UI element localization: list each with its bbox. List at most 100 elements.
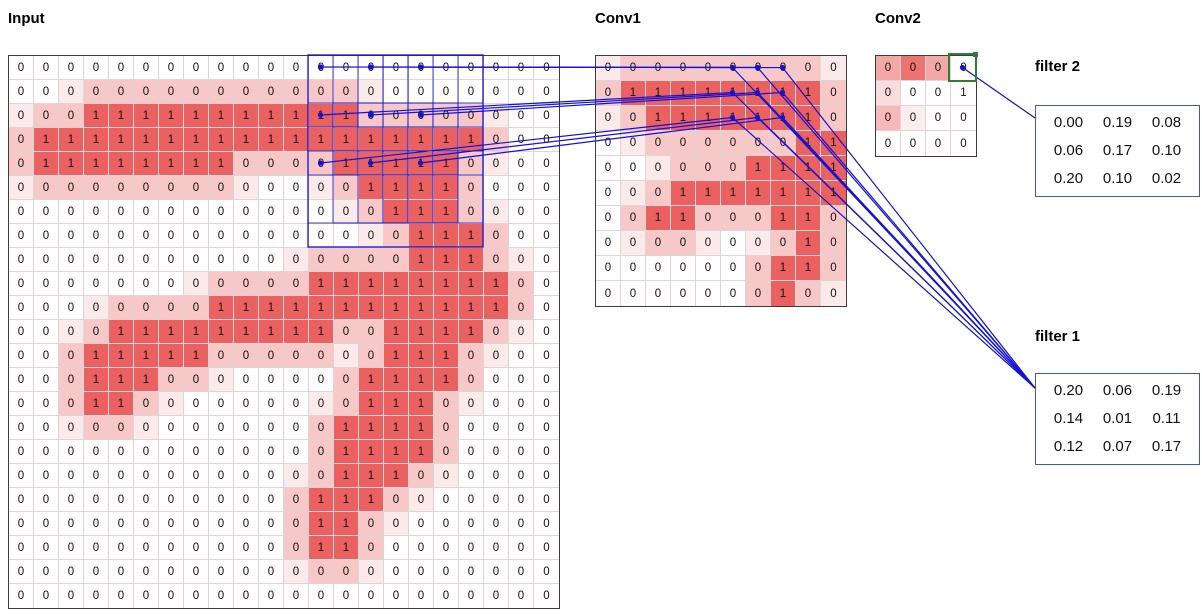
conv1-cell: 1 — [771, 206, 796, 231]
input-cell: 0 — [284, 368, 309, 392]
filter1-matrix: 0.20 0.06 0.19 0.14 0.01 0.11 0.12 0.07 … — [1035, 373, 1200, 465]
input-cell: 0 — [409, 488, 434, 512]
input-cell: 0 — [184, 488, 209, 512]
input-cell: 0 — [184, 248, 209, 272]
input-cell: 1 — [284, 296, 309, 320]
input-cell: 0 — [434, 584, 459, 608]
input-cell: 1 — [109, 320, 134, 344]
input-cell: 0 — [534, 344, 559, 368]
input-cell: 0 — [234, 464, 259, 488]
input-cell: 0 — [284, 248, 309, 272]
input-cell: 1 — [384, 152, 409, 176]
conv1-cell: 0 — [596, 206, 621, 231]
input-cell: 0 — [259, 224, 284, 248]
input-cell: 0 — [534, 320, 559, 344]
conv1-cell: 0 — [821, 106, 846, 131]
input-cell: 0 — [534, 272, 559, 296]
conv2-cell: 0 — [876, 106, 901, 131]
input-cell: 0 — [9, 104, 34, 128]
input-cell: 1 — [334, 152, 359, 176]
input-cell: 0 — [534, 152, 559, 176]
input-cell: 0 — [459, 176, 484, 200]
input-cell: 0 — [184, 224, 209, 248]
input-cell: 0 — [84, 320, 109, 344]
input-cell: 1 — [459, 272, 484, 296]
input-cell: 0 — [509, 200, 534, 224]
input-cell: 1 — [409, 320, 434, 344]
input-cell: 0 — [59, 248, 84, 272]
input-cell: 0 — [9, 512, 34, 536]
input-cell: 1 — [334, 512, 359, 536]
input-cell: 0 — [359, 56, 384, 80]
conv1-cell: 1 — [821, 131, 846, 156]
conv1-cell: 1 — [621, 81, 646, 106]
input-cell: 0 — [434, 56, 459, 80]
conv1-cell: 0 — [746, 281, 771, 306]
filter2-value: 0.10 — [1151, 142, 1182, 159]
input-cell: 1 — [434, 248, 459, 272]
input-cell: 0 — [234, 584, 259, 608]
input-cell: 1 — [334, 272, 359, 296]
input-cell: 0 — [34, 200, 59, 224]
conv1-cell: 0 — [696, 56, 721, 81]
input-cell: 0 — [159, 224, 184, 248]
input-cell: 1 — [259, 320, 284, 344]
input-cell: 0 — [84, 248, 109, 272]
input-cell: 0 — [359, 104, 384, 128]
input-cell: 1 — [409, 248, 434, 272]
input-cell: 0 — [309, 344, 334, 368]
input-cell: 0 — [543, 590, 550, 602]
filter2-value: 0.06 — [1053, 142, 1084, 159]
input-cell: 0 — [9, 176, 34, 200]
conv1-cell: 0 — [646, 156, 671, 181]
input-cell: 0 — [309, 152, 334, 176]
input-cell: 1 — [409, 296, 434, 320]
input-cell: 0 — [84, 416, 109, 440]
input-cell: 0 — [34, 344, 59, 368]
input-cell: 0 — [434, 464, 459, 488]
input-cell: 0 — [434, 392, 459, 416]
input-cell: 0 — [309, 584, 334, 608]
conv1-cell: 0 — [746, 231, 771, 256]
input-cell: 1 — [434, 368, 459, 392]
conv2-cell: 0 — [960, 137, 967, 150]
input-cell: 0 — [209, 344, 234, 368]
input-cell: 0 — [109, 464, 134, 488]
input-cell: 0 — [534, 104, 559, 128]
input-cell: 0 — [34, 104, 59, 128]
input-cell: 0 — [84, 440, 109, 464]
input-cell: 0 — [9, 392, 34, 416]
input-cell: 0 — [184, 416, 209, 440]
conv1-cell: 0 — [646, 231, 671, 256]
input-cell: 0 — [484, 512, 509, 536]
input-cell: 1 — [209, 104, 234, 128]
input-cell: 0 — [534, 56, 559, 80]
input-cell: 1 — [434, 200, 459, 224]
input-cell: 1 — [309, 488, 334, 512]
input-cell: 0 — [534, 416, 559, 440]
input-cell: 0 — [509, 224, 534, 248]
conv1-cell: 0 — [621, 181, 646, 206]
input-cell: 0 — [284, 488, 309, 512]
conv2-cell: 0 — [901, 81, 926, 106]
input-cell: 0 — [109, 488, 134, 512]
input-cell: 1 — [384, 296, 409, 320]
input-cell: 1 — [109, 392, 134, 416]
input-cell: 0 — [284, 56, 309, 80]
input-cell: 1 — [384, 440, 409, 464]
input-cell: 0 — [159, 392, 184, 416]
input-cell: 0 — [109, 224, 134, 248]
input-cell: 0 — [259, 200, 284, 224]
input-cell: 0 — [134, 296, 159, 320]
input-cell: 0 — [159, 416, 184, 440]
input-cell: 0 — [259, 272, 284, 296]
input-cell: 0 — [84, 272, 109, 296]
input-cell: 0 — [459, 440, 484, 464]
input-cell: 1 — [359, 392, 384, 416]
input-cell: 0 — [34, 488, 59, 512]
conv2-cell: 0 — [926, 56, 951, 81]
input-cell: 0 — [409, 584, 434, 608]
conv2-cell: 0 — [901, 56, 926, 81]
input-cell: 1 — [159, 344, 184, 368]
conv1-cell: 1 — [796, 206, 821, 231]
